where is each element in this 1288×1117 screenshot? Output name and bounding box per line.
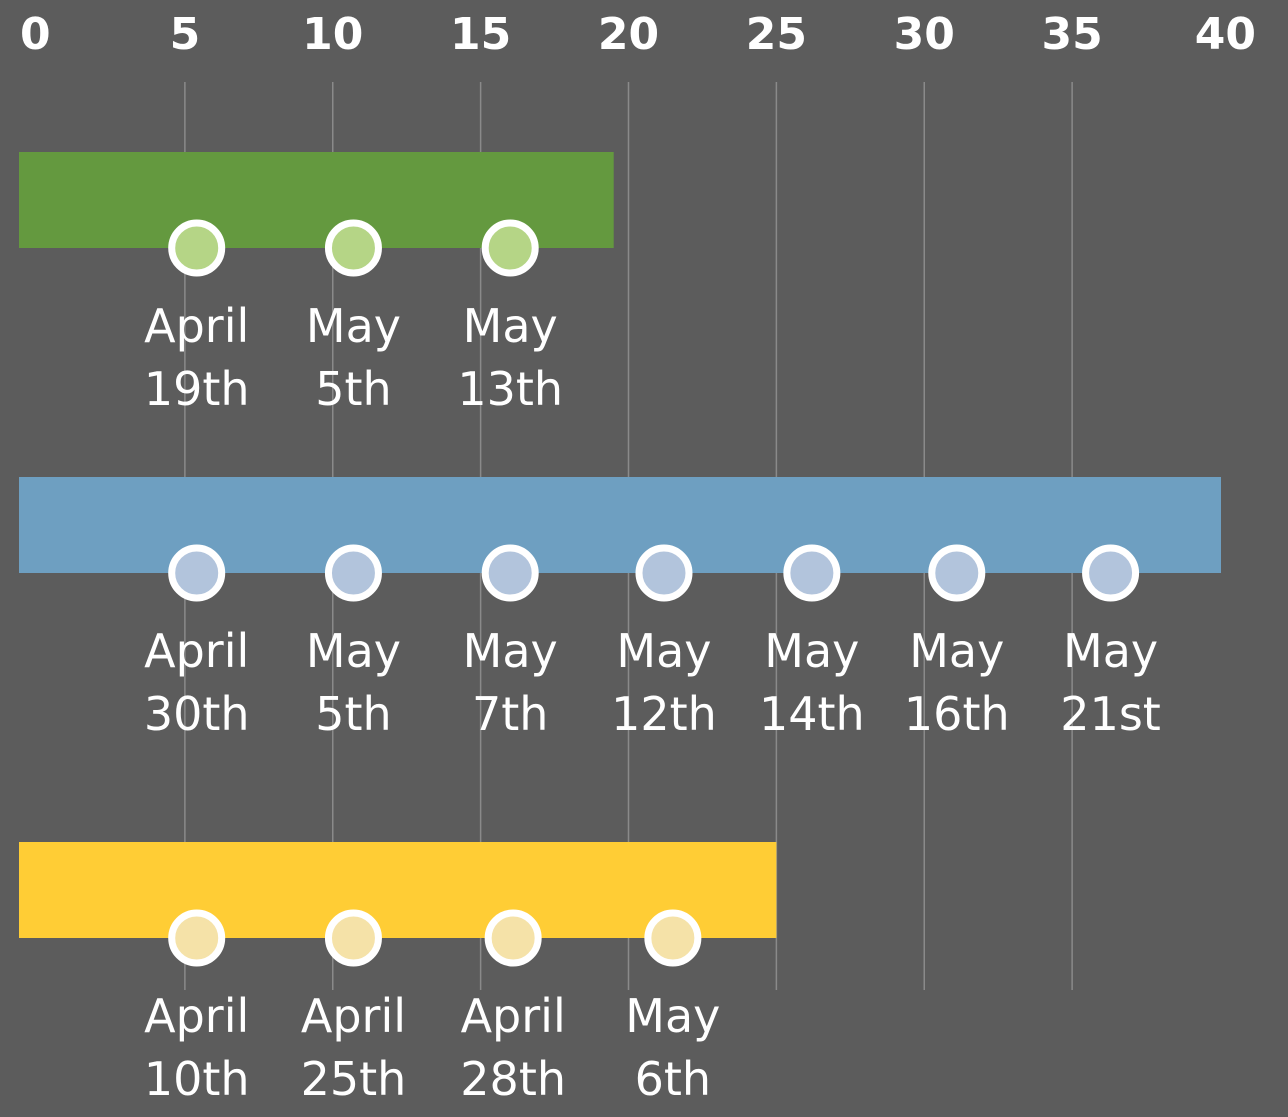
event-label: May <box>1063 624 1158 678</box>
x-tick-label: 15 <box>450 9 511 60</box>
x-tick-label: 5 <box>170 9 201 60</box>
event-label: April <box>144 989 249 1043</box>
event-dot <box>168 909 226 967</box>
event-dot <box>168 544 226 602</box>
event-label: 10th <box>144 1052 250 1106</box>
event-label: May <box>625 989 720 1043</box>
event-label: May <box>463 299 558 353</box>
event-dot <box>168 219 226 277</box>
event-label: 5th <box>315 362 391 416</box>
event-label: 19th <box>144 362 250 416</box>
event-dot <box>928 544 986 602</box>
event-label: May <box>764 624 859 678</box>
event-label: 5th <box>315 687 391 741</box>
event-label: May <box>616 624 711 678</box>
x-tick-label: 30 <box>894 9 955 60</box>
event-label: May <box>306 299 401 353</box>
event-label: 14th <box>759 687 865 741</box>
x-tick-label: 40 <box>1195 9 1256 60</box>
event-dot <box>635 544 693 602</box>
event-dot <box>324 544 382 602</box>
event-label: May <box>463 624 558 678</box>
event-dot <box>484 909 542 967</box>
event-label: 28th <box>460 1052 566 1106</box>
event-label: April <box>301 989 406 1043</box>
event-label: 21st <box>1060 687 1161 741</box>
event-label: 13th <box>457 362 563 416</box>
x-tick-label: 20 <box>598 9 659 60</box>
event-label: 30th <box>144 687 250 741</box>
event-dot <box>324 909 382 967</box>
event-label: April <box>461 989 566 1043</box>
event-dot <box>783 544 841 602</box>
event-label: 25th <box>301 1052 407 1106</box>
x-tick-label: 35 <box>1042 9 1103 60</box>
x-tick-label: 0 <box>20 9 51 60</box>
event-label: May <box>909 624 1004 678</box>
event-dot <box>324 219 382 277</box>
event-label: 6th <box>635 1052 711 1106</box>
event-dot <box>481 219 539 277</box>
event-label: May <box>306 624 401 678</box>
event-label: 16th <box>904 687 1010 741</box>
x-tick-label: 25 <box>746 9 807 60</box>
event-label: April <box>144 624 249 678</box>
x-tick-label: 10 <box>302 9 363 60</box>
event-dot <box>644 909 702 967</box>
event-label: 12th <box>611 687 717 741</box>
event-dot <box>1082 544 1140 602</box>
event-dot <box>481 544 539 602</box>
event-label: 7th <box>472 687 548 741</box>
event-label: April <box>144 299 249 353</box>
